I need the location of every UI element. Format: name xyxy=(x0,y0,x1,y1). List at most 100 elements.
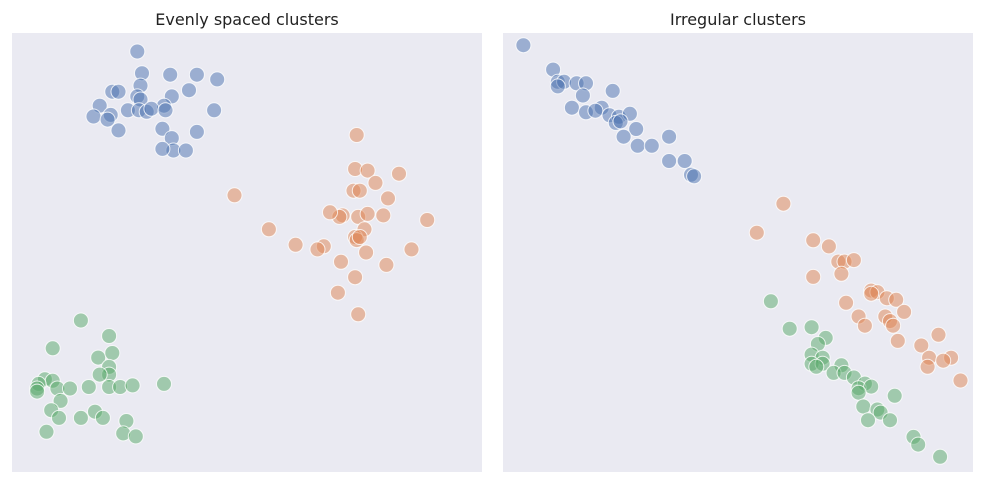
scatter-point xyxy=(367,174,384,191)
scatter-point xyxy=(62,380,78,397)
scatter-point xyxy=(628,121,645,137)
scatter-point xyxy=(896,303,913,320)
scatter-point xyxy=(156,375,172,392)
scatter-point xyxy=(127,428,144,445)
scatter-point xyxy=(612,113,629,130)
scatter-point xyxy=(549,78,566,95)
scatter-point xyxy=(99,111,116,128)
plot-background xyxy=(503,33,973,472)
scatter-point xyxy=(615,128,632,145)
scatter-point xyxy=(930,326,947,343)
scatter-point xyxy=(154,140,171,157)
scatter-point xyxy=(838,294,855,311)
scatter-point xyxy=(587,102,604,119)
scatter-point xyxy=(209,71,226,88)
scatter-point xyxy=(358,244,375,261)
scatter-point xyxy=(359,205,376,222)
scatter-point xyxy=(856,317,873,334)
scatter-point xyxy=(686,168,703,185)
scatter-point xyxy=(162,66,179,83)
plot-background xyxy=(12,33,482,472)
scatter-point xyxy=(206,102,223,119)
scatter-point xyxy=(72,409,89,426)
scatter-point xyxy=(886,387,903,404)
scatter-point xyxy=(347,269,364,286)
scatter-point xyxy=(604,82,621,99)
scatter-point xyxy=(391,165,407,182)
scatter-point xyxy=(781,320,798,337)
scatter-point xyxy=(378,256,395,273)
scatter-point xyxy=(350,306,367,323)
scatter-point xyxy=(574,87,591,104)
scatter-point xyxy=(850,384,867,401)
scatter-point xyxy=(515,37,532,54)
scatter-point xyxy=(351,229,368,245)
left-chart-title: Evenly spaced clusters xyxy=(155,10,339,29)
scatter-point xyxy=(888,291,905,308)
scatter-point xyxy=(110,83,127,100)
scatter-point xyxy=(309,241,326,258)
scatter-point xyxy=(94,409,111,426)
scatter-point xyxy=(403,241,420,258)
scatter-point xyxy=(188,123,205,140)
scatter-point xyxy=(808,358,825,375)
scatter-point xyxy=(882,412,898,429)
scatter-point xyxy=(287,236,304,253)
scatter-point xyxy=(85,108,102,125)
scatter-point xyxy=(101,328,118,344)
scatter-point xyxy=(855,398,872,415)
scatter-point xyxy=(359,162,376,179)
scatter-point xyxy=(419,212,436,228)
scatter-point xyxy=(348,127,365,143)
scatter-point xyxy=(329,284,346,301)
scatter-point xyxy=(143,100,160,117)
scatter-point xyxy=(226,187,243,204)
scatter-point xyxy=(629,137,646,154)
scatter-point xyxy=(863,285,880,302)
scatter-point xyxy=(188,66,205,83)
scatter-point xyxy=(72,312,89,329)
left-panel: Evenly spaced clusters xyxy=(12,10,482,472)
scatter-point xyxy=(805,232,822,249)
scatter-point xyxy=(919,358,936,375)
series-2 xyxy=(226,127,436,323)
scatter-point xyxy=(157,102,174,119)
scatter-point xyxy=(820,238,837,255)
scatter-point xyxy=(661,128,678,145)
scatter-point xyxy=(380,190,396,207)
scatter-point xyxy=(29,383,46,400)
scatter-point xyxy=(80,379,97,395)
scatter-point xyxy=(110,122,127,139)
scatter-point xyxy=(181,82,197,99)
scatter-point xyxy=(676,153,693,169)
scatter-point xyxy=(860,412,876,429)
right-scatter-plot xyxy=(503,33,973,472)
scatter-point xyxy=(762,293,779,310)
scatter-point xyxy=(91,366,108,383)
right-panel: Irregular clusters xyxy=(503,10,973,472)
scatter-point xyxy=(375,207,392,224)
scatter-point xyxy=(90,349,107,366)
scatter-point xyxy=(104,345,121,361)
scatter-point xyxy=(845,252,862,269)
scatter-point xyxy=(351,182,368,199)
scatter-point xyxy=(643,137,660,154)
scatter-point xyxy=(775,195,792,212)
scatter-point xyxy=(661,153,678,169)
scatter-point xyxy=(322,204,338,221)
scatter-point xyxy=(910,436,927,453)
scatter-point xyxy=(885,317,902,334)
left-scatter-plot xyxy=(12,33,482,472)
scatter-point xyxy=(805,268,822,285)
scatter-point xyxy=(129,43,146,60)
scatter-point xyxy=(563,99,580,116)
scatter-point xyxy=(333,253,349,270)
scatter-point xyxy=(833,265,850,282)
scatter-point xyxy=(913,337,930,354)
series-3 xyxy=(762,293,949,465)
series-3 xyxy=(29,312,172,445)
scatter-point xyxy=(177,142,194,159)
scatter-point xyxy=(51,409,67,426)
series-1 xyxy=(85,43,226,159)
scatter-point xyxy=(952,372,969,389)
